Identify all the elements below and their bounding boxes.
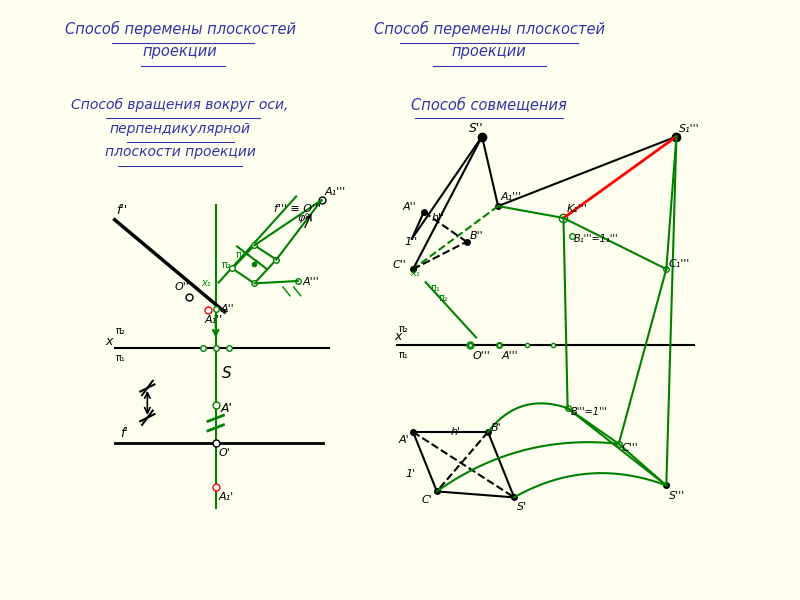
Text: f''' ≡ O''': f''' ≡ O''' (274, 204, 321, 214)
Text: π₂: π₂ (438, 293, 448, 303)
Text: O''': O''' (473, 352, 490, 361)
Text: π₃: π₃ (235, 250, 245, 260)
Text: A''': A''' (302, 277, 319, 287)
Text: x: x (106, 335, 113, 347)
Text: h': h' (450, 427, 461, 437)
Text: Способ совмещения: Способ совмещения (411, 98, 567, 113)
Text: C'': C'' (392, 260, 406, 270)
Text: проекции: проекции (452, 44, 526, 59)
Text: Способ вращения вокруг оси,: Способ вращения вокруг оси, (71, 98, 289, 112)
Text: x₁: x₁ (410, 268, 420, 278)
Text: π₁: π₁ (399, 350, 409, 359)
Text: O'': O'' (174, 282, 189, 292)
Text: x₁: x₁ (201, 278, 210, 287)
Text: перпендикулярной: перпендикулярной (110, 122, 250, 136)
Text: A'': A'' (221, 304, 234, 314)
Text: π₂: π₂ (116, 326, 126, 337)
Text: C''': C''' (622, 443, 638, 453)
Text: A₁''': A₁''' (325, 187, 346, 197)
Text: S₁''': S₁''' (678, 124, 699, 134)
Text: S': S' (517, 502, 527, 512)
Text: h'': h'' (431, 213, 445, 223)
Text: φ°: φ° (298, 213, 310, 223)
Text: проекции: проекции (142, 44, 218, 59)
Text: x: x (394, 331, 402, 343)
Text: π₁: π₁ (116, 353, 126, 362)
Text: S''': S''' (670, 491, 686, 500)
Text: Способ перемены плоскостей: Способ перемены плоскостей (65, 20, 295, 37)
Text: O': O' (218, 448, 230, 458)
Text: A': A' (398, 434, 409, 445)
Text: Способ перемены плоскостей: Способ перемены плоскостей (374, 20, 605, 37)
Text: K₁''': K₁''' (567, 204, 588, 214)
Text: A': A' (221, 403, 232, 415)
Text: π₂: π₂ (222, 260, 231, 270)
Text: B': B' (491, 423, 502, 433)
Text: A₁'': A₁'' (205, 315, 223, 325)
Text: C₁''': C₁''' (669, 259, 690, 269)
Text: A'': A'' (403, 202, 417, 212)
Text: f'': f'' (116, 204, 127, 217)
Text: B₁'''=1₁''': B₁'''=1₁''' (574, 235, 618, 244)
Text: A''': A''' (502, 352, 518, 361)
Text: C': C' (422, 496, 433, 505)
Text: S: S (222, 367, 231, 382)
Text: f': f' (121, 427, 128, 440)
Text: 1': 1' (406, 469, 415, 479)
Text: π₂: π₂ (399, 323, 409, 334)
Text: π₁: π₁ (430, 283, 440, 293)
Text: A₁': A₁' (218, 493, 234, 502)
Text: B'''=1''': B'''=1''' (571, 407, 608, 418)
Text: 1'': 1'' (404, 237, 418, 247)
Text: плоскости проекции: плоскости проекции (105, 145, 255, 160)
Text: A₁''': A₁''' (501, 192, 522, 202)
Text: S'': S'' (469, 122, 483, 135)
Text: B'': B'' (470, 231, 483, 241)
